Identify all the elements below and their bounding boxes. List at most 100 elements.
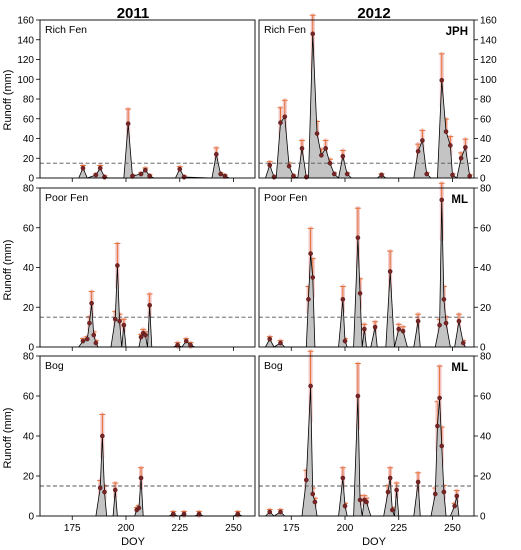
y-tick-label: 20 [23, 154, 35, 165]
data-point [308, 383, 313, 389]
data-point [177, 166, 183, 172]
data-point [400, 328, 406, 334]
data-point [312, 499, 318, 505]
x-tick-label: 200 [118, 523, 135, 534]
data-point [385, 489, 391, 495]
data-point [396, 326, 402, 332]
panel-site-tag: ML [451, 362, 468, 374]
y-tick-label: 60 [480, 392, 492, 403]
data-point [415, 149, 421, 154]
data-point [147, 173, 152, 179]
data-point [278, 509, 283, 515]
panel-poor-fen-2012: 0 20 40 60 80 Poor Fen ML [258, 181, 492, 354]
y-tick-label: 80 [480, 184, 492, 195]
data-point [278, 340, 283, 346]
data-point [102, 489, 107, 495]
data-point [435, 423, 440, 429]
y-axis-label-row-2: Runoff (mm) [2, 240, 14, 301]
data-point [452, 503, 457, 509]
runoff-line [78, 123, 230, 179]
data-point [355, 235, 361, 240]
data-point [271, 174, 277, 180]
y-tick-label: 0 [480, 343, 486, 354]
data-point [213, 151, 219, 157]
panel-poor-fen-2011: 0 20 40 60 80 Poor Fen [23, 184, 256, 354]
data-point [340, 153, 346, 159]
data-point [291, 173, 296, 179]
data-point [147, 302, 152, 308]
data-point [364, 499, 369, 505]
panel-label: Poor Fen [45, 192, 88, 204]
runoff-area [95, 436, 243, 516]
data-point [448, 143, 453, 148]
data-point [136, 505, 142, 511]
data-point [303, 174, 309, 180]
data-point [102, 174, 107, 180]
data-point [331, 171, 337, 177]
data-point [437, 395, 442, 401]
data-point [323, 146, 328, 151]
data-point [286, 163, 292, 169]
column-title-2012: 2012 [357, 5, 390, 22]
data-point [112, 316, 118, 322]
y-tick-label: 80 [23, 95, 35, 106]
data-point [456, 318, 462, 324]
y-tick-label: 80 [480, 95, 492, 106]
y-tick-label: 0 [480, 512, 486, 523]
runoff-area [265, 33, 470, 178]
data-point [372, 324, 378, 330]
panel-label: Bog [45, 360, 64, 372]
data-point [175, 342, 180, 348]
y-tick-label: 0 [480, 174, 486, 185]
y-tick-label: 60 [480, 114, 492, 125]
y-tick-label: 60 [23, 114, 35, 125]
panel-site-tag: ML [451, 194, 468, 206]
data-point [314, 131, 320, 136]
data-point [117, 318, 122, 324]
data-point [138, 475, 144, 481]
data-point [87, 320, 92, 326]
y-tick-label: 0 [28, 512, 34, 523]
data-point [188, 342, 193, 348]
data-point [432, 491, 438, 497]
data-point [267, 162, 273, 168]
y-tick-label: 120 [480, 55, 497, 66]
data-point [143, 167, 148, 173]
data-point [387, 269, 393, 274]
y-tick-label: 60 [23, 392, 35, 403]
x-tick-label: 225 [171, 523, 188, 534]
y-tick-label: 40 [23, 134, 35, 145]
y-tick-label: 80 [23, 352, 35, 363]
panel-frame [39, 19, 256, 179]
data-point [80, 338, 86, 344]
data-point [379, 172, 384, 178]
data-point [138, 334, 144, 340]
panel-bog-2011: 0 20 40 60 80 175 200 225 250 Bog [23, 352, 256, 534]
runoff-area [78, 123, 230, 178]
data-point [303, 477, 309, 483]
data-point [308, 251, 313, 256]
data-point [93, 172, 99, 178]
data-point [299, 146, 305, 151]
data-point [463, 145, 468, 150]
panel-label: Rich Fen [45, 24, 87, 36]
x-tick-label: 250 [225, 523, 242, 534]
y-axis-label-row-1: Runoff (mm) [2, 70, 14, 131]
data-point [85, 336, 90, 342]
data-point [394, 487, 399, 493]
runoff-area [78, 265, 195, 347]
data-point [130, 173, 135, 179]
data-point [181, 511, 187, 517]
data-point [196, 511, 202, 517]
data-point [340, 296, 346, 302]
data-point [355, 393, 361, 399]
data-point [121, 322, 127, 328]
runoff-line [95, 435, 243, 517]
data-point [125, 121, 131, 126]
data-point [310, 275, 316, 280]
data-point [420, 138, 425, 143]
y-tick-label: 140 [17, 35, 34, 46]
data-point [143, 332, 148, 338]
y-tick-label: 100 [480, 75, 497, 86]
